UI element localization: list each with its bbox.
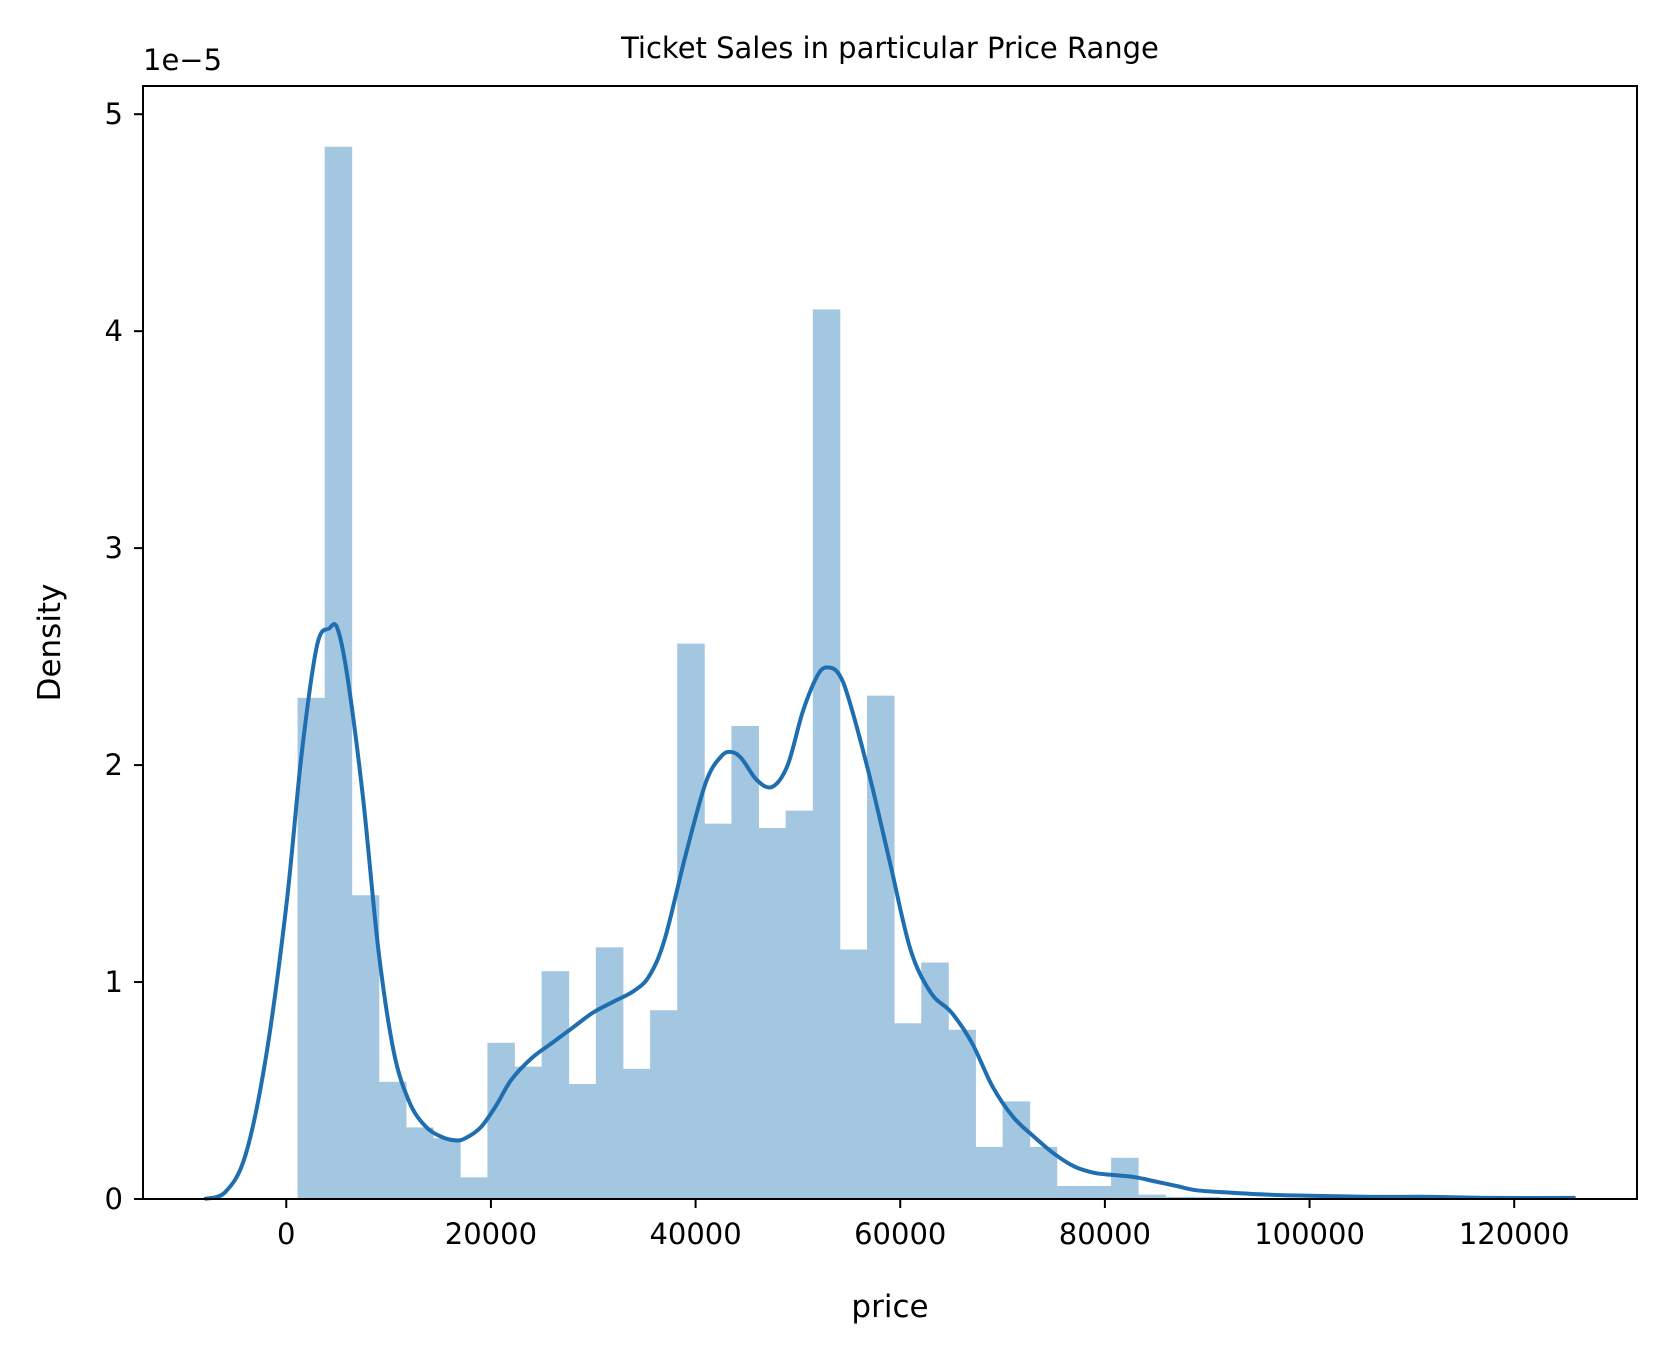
x-tick-label: 0 [277,1217,295,1251]
histogram-bar [460,1177,488,1199]
histogram-bar [758,828,787,1199]
x-tick-label: 100000 [1254,1217,1365,1251]
histogram-bar [785,810,814,1199]
histogram-bar [541,971,570,1199]
histogram-bar [1029,1146,1058,1199]
histogram-bar [1192,1196,1220,1199]
x-tick-label: 40000 [649,1217,741,1251]
histogram-bar [921,962,949,1199]
y-tick-label: 3 [105,531,123,565]
y-axis-label: Density [32,584,68,702]
histogram-bar [595,947,624,1199]
y-tick-label: 0 [105,1182,123,1216]
histogram-bar [1002,1101,1031,1199]
y-tick-label: 5 [105,97,123,131]
x-tick-label: 120000 [1459,1217,1570,1251]
histogram-bar [1138,1194,1166,1199]
histogram-bar [867,695,895,1199]
histogram-bars [297,146,1546,1199]
histogram-bar [297,697,326,1199]
x-tick-label: 80000 [1059,1217,1151,1251]
histogram-bar [948,1029,976,1199]
histogram-bar [1165,1196,1193,1199]
y-tick-label: 1 [105,965,123,999]
histogram-bar [378,1081,407,1199]
histogram-bar [704,823,732,1199]
x-tick-label: 20000 [445,1217,537,1251]
histogram-bar [487,1042,515,1199]
histogram-bar [351,895,380,1199]
histogram-bar [650,1010,678,1199]
histogram-bar [406,1127,434,1199]
histogram-bar [812,309,841,1199]
chart-title: Ticket Sales in particular Price Range [620,31,1159,65]
y-tick-label: 4 [105,314,123,348]
plot-frame [142,85,1638,1200]
kde-line [203,621,1576,1201]
x-axis-ticks: 0 20000 40000 60000 80000 100000 120000 [277,1199,1570,1251]
y-tick-label: 2 [105,748,123,782]
histogram-bar [894,1023,922,1199]
histogram-bar [731,726,759,1199]
histogram-bar [514,1066,543,1199]
histogram-bar [839,949,868,1199]
x-tick-label: 60000 [854,1217,946,1251]
y-axis-offset-label: 1e−5 [143,43,222,77]
histogram-bar [568,1084,597,1199]
histogram-bar [677,643,705,1199]
histogram-bar [433,1138,461,1199]
x-axis-label: price [851,1289,928,1325]
histogram-bar [975,1146,1004,1199]
histogram-bar [622,1068,651,1199]
y-axis-ticks: 0 1 2 3 4 5 [105,97,143,1216]
histogram-bar [1083,1185,1112,1199]
histogram-bar [1056,1185,1085,1199]
